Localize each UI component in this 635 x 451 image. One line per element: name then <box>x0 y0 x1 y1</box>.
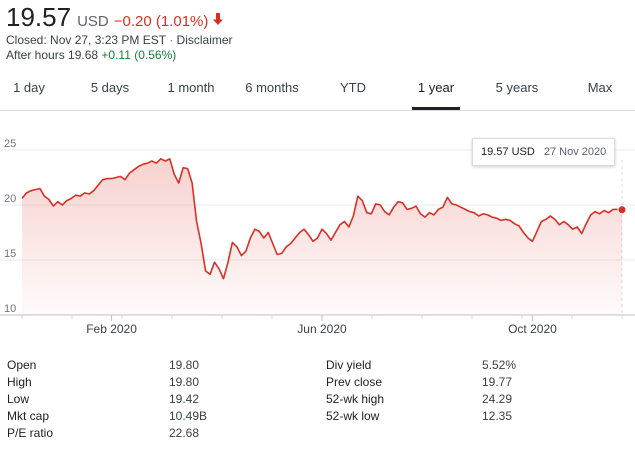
range-tabs: 1 day 5 days 1 month 6 months YTD 1 year… <box>0 70 635 111</box>
separator-dot: · <box>169 33 174 47</box>
after-hours-price: After hours 19.68 <box>6 48 99 62</box>
stat-label: 52-wk low <box>326 409 380 423</box>
stat-value: 19.80 <box>169 358 200 372</box>
x-tick-label: Feb 2020 <box>86 322 137 336</box>
tab-1-year[interactable]: 1 year <box>417 80 455 95</box>
y-tick-label: 20 <box>4 193 16 205</box>
stat-value: 10.49B <box>169 409 208 423</box>
tooltip-value: 19.57 USD <box>481 146 535 158</box>
last-point-marker <box>617 205 627 215</box>
price-row: 19.57 USD −0.20 (1.01%) <box>6 2 233 33</box>
disclaimer-link[interactable]: Disclaimer <box>176 33 233 47</box>
after-hours-info: After hours 19.68 +0.11 (0.56%) <box>6 48 233 63</box>
y-tick-label: 10 <box>4 303 16 315</box>
tab-1-month[interactable]: 1 month <box>167 80 215 95</box>
tab-6-months[interactable]: 6 months <box>245 80 299 95</box>
price-chart[interactable]: 25 20 15 10 Feb 2020 Jun 2020 Oct 2020 <box>0 120 635 345</box>
stat-label: P/E ratio <box>7 426 54 440</box>
tab-1-day[interactable]: 1 day <box>13 80 45 95</box>
tooltip-date: 27 Nov 2020 <box>543 146 607 158</box>
after-hours-change: +0.11 (0.56%) <box>101 48 177 62</box>
stat-value: 5.52% <box>482 358 517 372</box>
price-change: −0.20 (1.01%) <box>113 13 209 30</box>
currency-label: USD <box>77 13 109 30</box>
tab-max[interactable]: Max <box>587 80 613 95</box>
stat-label: High <box>7 375 32 389</box>
stat-value: 12.35 <box>482 409 513 423</box>
quote-header: 19.57 USD −0.20 (1.01%) Closed: Nov 27, … <box>6 2 233 63</box>
price-area-fill <box>22 158 622 315</box>
stat-label: Div yield <box>326 358 372 372</box>
tab-5-years[interactable]: 5 years <box>495 80 539 95</box>
stat-label: Prev close <box>326 375 383 389</box>
stat-value: 24.29 <box>482 392 513 406</box>
active-tab-indicator <box>412 107 460 110</box>
stat-value: 19.77 <box>482 375 513 389</box>
stat-label: Mkt cap <box>7 409 50 423</box>
stat-label: 52-wk high <box>326 392 385 406</box>
close-info: Closed: Nov 27, 3:23 PM EST · Disclaimer <box>6 33 233 48</box>
y-tick-label: 15 <box>4 248 16 260</box>
stat-value: 19.42 <box>169 392 200 406</box>
stat-value: 22.68 <box>169 426 200 440</box>
stat-value: 19.80 <box>169 375 200 389</box>
stat-label: Low <box>7 392 30 406</box>
stat-label: Open <box>7 358 37 372</box>
x-tick-label: Oct 2020 <box>508 322 557 336</box>
chart-tooltip: 19.57 USD 27 Nov 2020 <box>472 138 616 166</box>
tab-ytd[interactable]: YTD <box>340 80 366 95</box>
x-tick-label: Jun 2020 <box>297 322 347 336</box>
price-line <box>21 158 623 280</box>
tab-5-days[interactable]: 5 days <box>90 80 130 95</box>
closed-time: Closed: Nov 27, 3:23 PM EST <box>6 33 166 47</box>
current-price: 19.57 <box>6 2 72 32</box>
down-arrow-icon <box>212 12 224 26</box>
y-tick-label: 25 <box>4 138 16 150</box>
